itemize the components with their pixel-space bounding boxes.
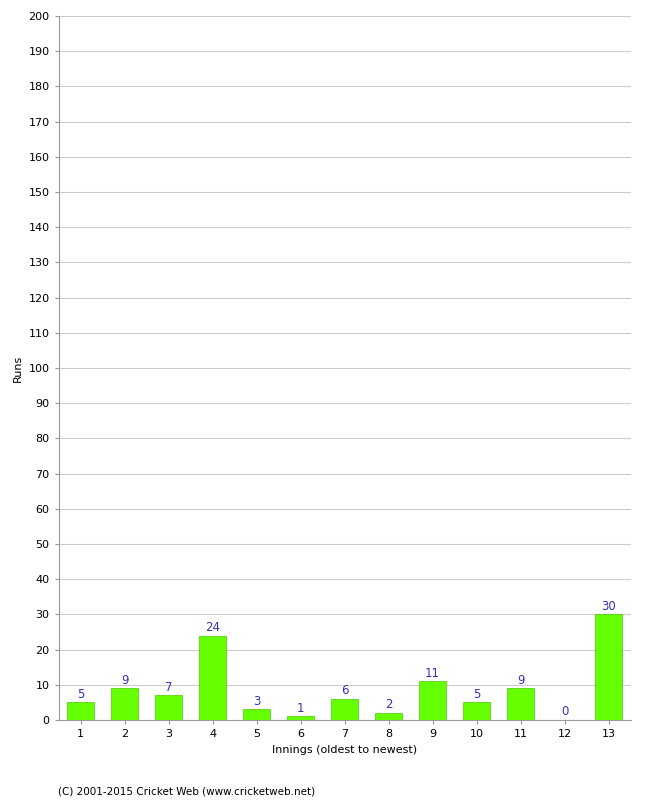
Text: 2: 2 [385, 698, 392, 711]
Bar [332, 699, 358, 720]
Bar [243, 710, 270, 720]
Text: 3: 3 [253, 694, 260, 708]
Bar [419, 682, 446, 720]
Bar [111, 688, 138, 720]
Bar [595, 614, 621, 720]
Text: 5: 5 [473, 688, 480, 701]
Bar [68, 702, 94, 720]
Text: (C) 2001-2015 Cricket Web (www.cricketweb.net): (C) 2001-2015 Cricket Web (www.cricketwe… [58, 786, 316, 796]
Text: 9: 9 [517, 674, 525, 686]
Bar [287, 717, 314, 720]
Bar [200, 635, 226, 720]
Bar [507, 688, 534, 720]
Text: 5: 5 [77, 688, 85, 701]
Text: 30: 30 [601, 600, 616, 613]
Y-axis label: Runs: Runs [13, 354, 23, 382]
Text: 24: 24 [205, 621, 220, 634]
Text: 9: 9 [121, 674, 128, 686]
Bar [463, 702, 489, 720]
Bar [375, 713, 402, 720]
X-axis label: Innings (oldest to newest): Innings (oldest to newest) [272, 745, 417, 754]
Text: 0: 0 [561, 706, 568, 718]
Bar [155, 695, 182, 720]
Text: 11: 11 [425, 666, 440, 679]
Text: 7: 7 [164, 681, 172, 694]
Text: 1: 1 [297, 702, 304, 714]
Text: 6: 6 [341, 684, 348, 697]
